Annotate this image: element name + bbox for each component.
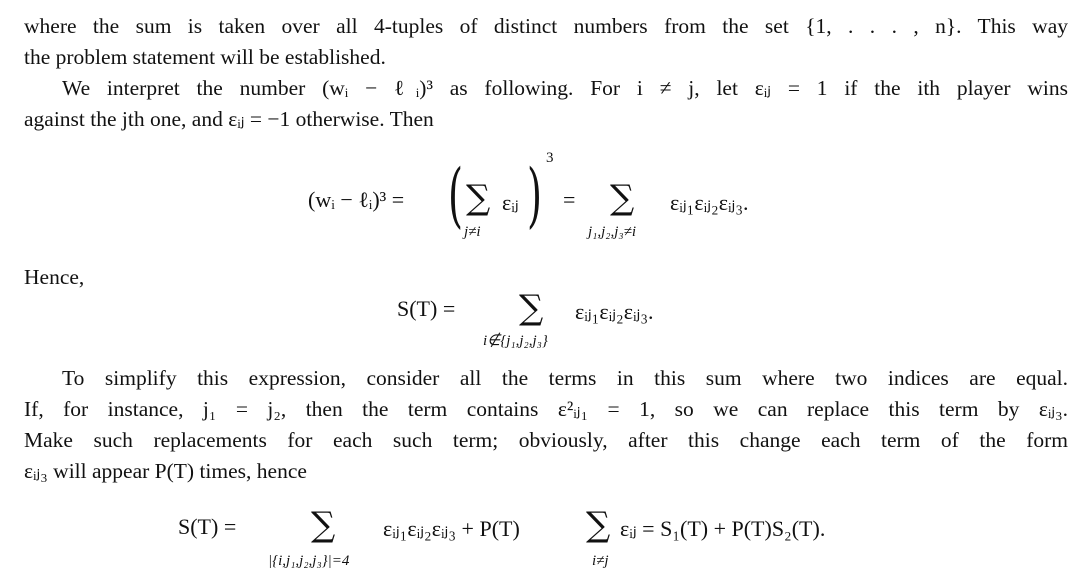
eq1-lhs: (wᵢ − ℓᵢ)³ = xyxy=(308,187,405,212)
eq3-sum-1: ∑ xyxy=(311,505,336,545)
eq3-sum-2: ∑ xyxy=(586,505,611,545)
eq3-lhs: S(T) = xyxy=(178,514,237,539)
eq3-term-1: εᵢⱼ₁εᵢⱼ₂εᵢⱼ₃ + P(T) xyxy=(383,516,520,541)
paragraph-line: To simplify this expression, consider al… xyxy=(62,366,1068,390)
eq2-term: εᵢⱼ₁εᵢⱼ₂εᵢⱼ₃. xyxy=(575,299,654,324)
eq1-inner-sum: ∑ xyxy=(466,178,491,218)
paragraph-line: εᵢⱼ₃ will appear P(T) times, hence xyxy=(24,459,307,483)
eq2-sum-sub: i∉{j₁,j₂,j₃} xyxy=(483,333,548,349)
eq1-inner-sub: j≠i xyxy=(464,224,481,240)
paragraph-line: Make such replacements for each such ter… xyxy=(24,428,1068,452)
eq1-left-paren: ( xyxy=(448,154,464,236)
eq1-inner-term: εᵢⱼ xyxy=(502,190,519,215)
paragraph-line: the problem statement will be establishe… xyxy=(24,45,386,69)
eq1-equals: = xyxy=(563,187,576,212)
paragraph-line: If, for instance, j₁ = j₂, then the term… xyxy=(24,397,1068,421)
paragraph-line: We interpret the number (wᵢ − ℓᵢ)³ as fo… xyxy=(62,76,1068,100)
paragraph-line: against the jth one, and εᵢⱼ = −1 otherw… xyxy=(24,107,434,131)
eq1-right-paren: ) xyxy=(527,154,543,236)
eq1-sum-sub: j₁,j₂,j₃≠i xyxy=(588,224,637,240)
eq3-sum-2-sub: i≠j xyxy=(592,553,609,569)
eq3-term-2: εᵢⱼ = S₁(T) + P(T)S₂(T). xyxy=(620,516,826,541)
eq2-sum: ∑ xyxy=(519,288,544,328)
eq3-sum-1-sub: |{i,j₁,j₂,j₃}|=4 xyxy=(268,553,350,569)
eq1-power: 3 xyxy=(546,150,554,166)
eq1-term: εᵢⱼ₁εᵢⱼ₂εᵢⱼ₃. xyxy=(670,190,749,215)
paragraph-line: Hence, xyxy=(24,265,85,289)
eq1-sum: ∑ xyxy=(610,178,635,218)
paragraph-line: where the sum is taken over all 4-tuples… xyxy=(24,14,1068,38)
eq2-lhs: S(T) = xyxy=(397,296,456,321)
